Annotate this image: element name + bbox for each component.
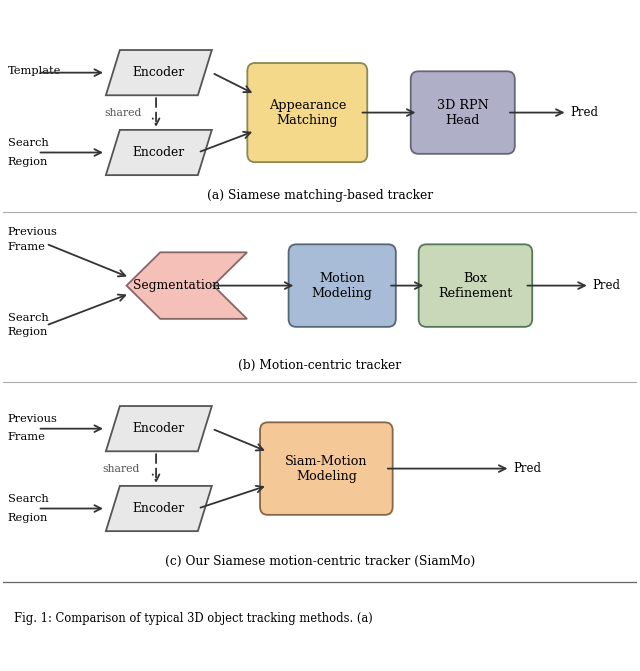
Text: Encoder: Encoder [132, 502, 185, 515]
FancyBboxPatch shape [260, 422, 393, 515]
Polygon shape [127, 252, 247, 319]
Text: Frame: Frame [8, 242, 45, 252]
Text: Region: Region [8, 157, 48, 167]
Text: Search: Search [8, 313, 49, 323]
FancyBboxPatch shape [289, 244, 396, 327]
Text: Previous: Previous [8, 415, 58, 424]
Text: 3D RPN
Head: 3D RPN Head [437, 99, 489, 127]
Text: Template: Template [8, 66, 61, 76]
Text: Search: Search [8, 138, 49, 148]
Text: Segmentation: Segmentation [134, 279, 221, 292]
FancyBboxPatch shape [411, 71, 515, 154]
FancyBboxPatch shape [419, 244, 532, 327]
Text: Pred: Pred [593, 279, 621, 292]
Text: Previous: Previous [8, 227, 58, 238]
Text: Region: Region [8, 513, 48, 523]
Text: (a) Siamese matching-based tracker: (a) Siamese matching-based tracker [207, 189, 433, 202]
Polygon shape [106, 50, 212, 95]
Text: Search: Search [8, 495, 49, 504]
Text: shared: shared [104, 107, 142, 117]
Polygon shape [106, 406, 212, 452]
Text: Encoder: Encoder [132, 146, 185, 159]
Text: Siam-Motion
Modeling: Siam-Motion Modeling [285, 454, 367, 482]
Polygon shape [106, 486, 212, 531]
Text: Encoder: Encoder [132, 422, 185, 435]
Text: Region: Region [8, 327, 48, 337]
Text: Pred: Pred [513, 462, 541, 475]
Text: Fig. 1: Comparison of typical 3D object tracking methods. (a): Fig. 1: Comparison of typical 3D object … [14, 612, 373, 625]
Text: (c) Our Siamese motion-centric tracker (SiamMo): (c) Our Siamese motion-centric tracker (… [165, 555, 475, 568]
Text: Pred: Pred [571, 106, 598, 119]
Text: Box
Refinement: Box Refinement [438, 272, 513, 299]
FancyBboxPatch shape [247, 63, 367, 162]
Text: Encoder: Encoder [132, 66, 185, 79]
Text: shared: shared [103, 464, 140, 474]
Text: Motion
Modeling: Motion Modeling [312, 272, 372, 299]
Text: Frame: Frame [8, 431, 45, 442]
Text: Appearance
Matching: Appearance Matching [269, 99, 346, 127]
Text: (b) Motion-centric tracker: (b) Motion-centric tracker [239, 359, 401, 372]
Polygon shape [106, 130, 212, 175]
